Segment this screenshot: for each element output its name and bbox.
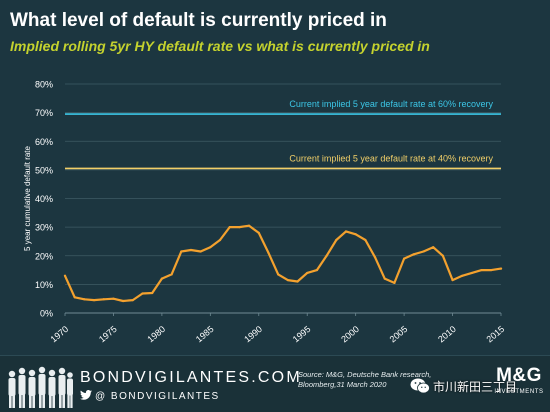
logo-subtext: INVESTMENTS [494,389,544,395]
x-tick-label: 1980 [145,324,167,345]
data-point [422,250,425,253]
data-point [247,224,251,227]
reference-line-label-1: Current implied 5 year default rate at 6… [289,99,493,109]
reference-line-label-2: Current implied 5 year default rate at 4… [289,153,493,163]
data-point [257,231,260,234]
data-point [286,278,289,282]
source-line-1: Source: M&G, Deutsche Bank research, [298,370,432,379]
data-point [92,299,96,302]
mg-logo: M&G INVESTMENTS [492,361,546,409]
data-point [451,278,454,282]
y-tick-label: 0% [40,309,53,319]
data-point [209,246,212,249]
data-point [306,271,309,275]
line-chart: 0% 10% 20% 30% 40% 50% 60% 70% 80% 1970 1975 1980 19… [23,80,507,345]
y-axis-label: 5 year cumulative default rate [23,145,32,250]
x-tick-label: 2005 [388,324,410,345]
data-point [383,277,386,280]
logo-mark: M&G [496,365,542,386]
x-tick-label: 2015 [485,324,507,345]
data-point [412,253,415,256]
data-point [73,296,76,299]
data-point [364,238,367,242]
wechat-icon [410,378,430,394]
data-point [131,299,134,302]
y-tick-label: 80% [35,80,53,90]
source-line-2: Bloomberg,31 March 2020 [298,380,387,389]
wechat-watermark: 市川新田三丁目 [410,378,517,395]
data-point [335,238,338,242]
data-point [277,273,280,276]
x-tick-label: 2000 [339,324,361,345]
data-point [393,281,396,285]
data-point [112,297,115,300]
source-note: Source: M&G, Deutsche Bank research, Blo… [298,370,438,390]
y-tick-label: 60% [35,137,53,147]
x-tick-label: 1995 [291,324,313,345]
data-point [189,248,193,252]
data-point [470,271,474,275]
data-point [199,250,202,253]
twitter-handle-text: @ BONDVIGILANTES [95,391,220,402]
data-point [490,268,493,272]
data-point [432,246,435,249]
data-point [238,226,241,229]
data-point [344,230,348,233]
x-tick-label: 2010 [436,324,458,345]
data-point [228,226,231,229]
wechat-text: 市川新田三丁目 [433,380,518,394]
x-tick-label: 1970 [49,324,71,345]
x-tick-label: 1975 [97,324,119,345]
y-tick-label: 30% [35,223,53,233]
data-point [373,256,377,259]
data-point [480,268,483,272]
data-point [218,238,222,242]
page-title: What level of default is currently price… [10,10,387,31]
y-tick-label: 10% [35,280,53,290]
x-tick-label: 1985 [194,324,216,345]
y-tick-label: 20% [35,251,53,261]
y-tick-label: 70% [35,108,53,118]
data-point [354,233,357,236]
data-point [63,274,67,277]
y-tick-label: 50% [35,165,53,175]
series-line [63,224,503,303]
data-point [151,291,154,295]
twitter-handle: @ BONDVIGILANTES [80,390,220,402]
data-point [267,251,270,254]
data-point [141,292,144,295]
data-point [325,254,328,257]
data-point [461,274,464,277]
twitter-icon [80,390,92,400]
data-point [499,267,503,270]
x-tick-label: 1990 [242,324,264,345]
people-silhouettes-icon [8,366,73,408]
data-point [296,280,299,283]
data-point [122,299,125,303]
data-point [102,298,105,301]
footer: BONDVIGILANTES.COM @ BONDVIGILANTES Sour… [0,355,550,412]
brand-name: BONDVIGILANTES.COM [80,369,302,386]
y-tick-label: 40% [35,194,53,204]
data-point [160,277,163,280]
data-point [180,250,183,253]
data-point [170,273,173,276]
page-subtitle: Implied rolling 5yr HY default rate vs w… [10,38,430,54]
data-point [315,268,319,272]
data-point [403,257,406,260]
data-point [83,298,86,301]
data-point [441,254,444,257]
